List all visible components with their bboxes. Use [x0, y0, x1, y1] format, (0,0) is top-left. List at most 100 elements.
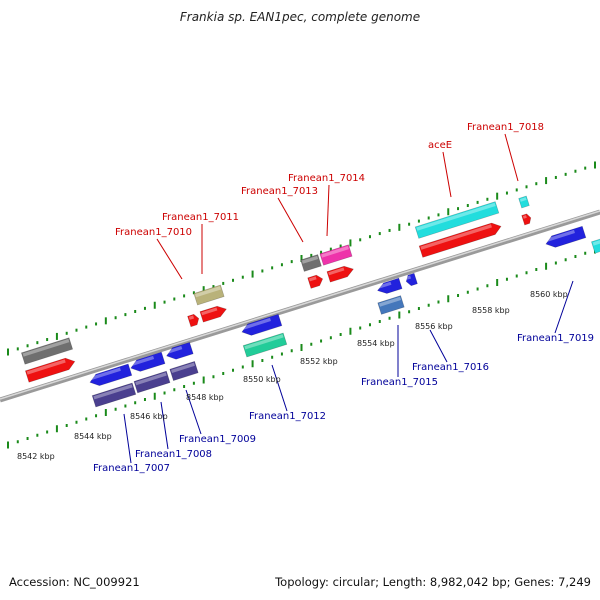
gene-box-steel-7015[interactable]: [377, 295, 405, 315]
gene-box-pink-7014[interactable]: [319, 244, 353, 266]
gene-arrow-red-acee-shape: [418, 222, 502, 258]
gene-box-cyan-7018[interactable]: [518, 195, 530, 209]
gene-box-purple-7008[interactable]: [133, 370, 171, 394]
gene-arrow-blue-7012-shine: [241, 317, 271, 331]
gene-box-purple-7009-shine: [171, 362, 195, 374]
label-leader-lines: [123, 133, 574, 464]
gene-label-franean1-7011[interactable]: Franean1_7011: [162, 212, 239, 223]
gene-arrow-red-1-shine: [26, 359, 66, 375]
gene-box-khaki-7011-shine: [195, 286, 221, 298]
gene-arrow-blue-7016[interactable]: [405, 272, 418, 287]
leader-line-7: [160, 401, 169, 450]
gene-arrow-red-7014-shape: [326, 265, 354, 283]
backbone-line: [0, 209, 600, 403]
gene-arrow-red-7010-shape: [187, 313, 200, 328]
leader-line-12: [554, 280, 574, 334]
gene-box-purple-7009[interactable]: [169, 360, 199, 382]
gene-arrow-red-1[interactable]: [24, 356, 76, 383]
gene-arrow-red-7010-shine: [188, 315, 195, 320]
leader-line-6: [123, 413, 132, 464]
gene-arrow-blue-7015a-shape: [377, 277, 403, 294]
gene-label-franean1-7013[interactable]: Franean1_7013: [241, 186, 318, 197]
gene-label-acee[interactable]: aceE: [428, 140, 452, 151]
gene-label-franean1-7010[interactable]: Franean1_7010: [115, 227, 192, 238]
gene-box-cyan-edge-shape: [591, 238, 600, 254]
gene-box-cyan-acee[interactable]: [414, 201, 500, 239]
gene-box-purple-7009-shape: [169, 360, 199, 382]
gene-arrow-blue-7007b-shape: [130, 351, 166, 372]
gene-box-purple-7007[interactable]: [91, 382, 137, 408]
gene-arrow-red-acee-shine: [420, 224, 492, 250]
leader-line-8: [185, 389, 202, 435]
gene-box-khaki-7011[interactable]: [193, 284, 225, 306]
gene-box-pink-7014-shine: [321, 246, 349, 258]
scale-label-8544: 8544 kbp: [74, 432, 112, 441]
gene-label-franean1-7012[interactable]: Franean1_7012: [249, 411, 326, 422]
gene-box-green-7012[interactable]: [242, 332, 288, 358]
gene-arrow-blue-7012[interactable]: [240, 313, 283, 338]
leader-line-11: [429, 329, 448, 363]
gene-box-cyan-acee-shape: [414, 201, 500, 239]
gene-box-grey-1-shape: [20, 337, 74, 365]
gene-label-franean1-7018[interactable]: Franean1_7018: [467, 122, 544, 133]
gene-label-franean1-7014[interactable]: Franean1_7014: [288, 173, 365, 184]
gene-arrow-blue-7016-shape: [405, 272, 418, 287]
gene-arrow-blue-7019[interactable]: [544, 225, 587, 250]
gene-arrow-blue-7016-shine: [405, 275, 412, 280]
gene-arrow-blue-7007b[interactable]: [129, 351, 166, 374]
gene-arrow-blue-7012-shape: [241, 313, 283, 336]
gene-arrow-red-7013[interactable]: [307, 274, 325, 289]
gene-box-khaki-7011-shape: [193, 284, 225, 306]
gene-arrow-red-7011[interactable]: [199, 304, 228, 323]
gene-label-franean1-7015[interactable]: Franean1_7015: [361, 377, 438, 388]
gene-box-steel-7015-shine: [379, 296, 401, 307]
gene-label-franean1-7007[interactable]: Franean1_7007: [93, 463, 170, 474]
gene-arrow-blue-7019-shine: [545, 229, 575, 243]
leader-line-3: [326, 184, 330, 237]
gene-arrow-blue-7007a[interactable]: [88, 363, 133, 388]
gene-features[interactable]: [20, 195, 600, 408]
gene-box-green-7012-shine: [244, 334, 284, 350]
gene-arrow-red-7011-shape: [199, 305, 227, 323]
gene-box-cyan-edge-shine: [592, 240, 600, 246]
gene-box-grey-7013[interactable]: [300, 254, 322, 272]
gene-arrow-red-7010[interactable]: [187, 313, 201, 328]
scale-label-8552: 8552 kbp: [300, 357, 338, 366]
gene-label-franean1-7009[interactable]: Franean1_7009: [179, 434, 256, 445]
gene-box-cyan-acee-shine: [416, 202, 496, 231]
gene-arrow-blue-7008a-shape: [166, 341, 194, 360]
gene-box-cyan-edge[interactable]: [591, 238, 600, 254]
scale-label-8542: 8542 kbp: [17, 452, 55, 461]
gene-box-pink-7014-shape: [319, 244, 353, 266]
gene-arrow-red-7011-shine: [201, 307, 218, 316]
gene-box-grey-1[interactable]: [20, 337, 74, 365]
gene-arrow-red-7018[interactable]: [521, 213, 533, 226]
gene-arrow-red-acee[interactable]: [418, 221, 503, 258]
gene-label-franean1-7008[interactable]: Franean1_7008: [135, 449, 212, 460]
gene-arrow-red-7014[interactable]: [326, 264, 355, 283]
gene-arrow-red-7014-shine: [328, 267, 345, 276]
gene-arrow-blue-7007a-shape: [89, 363, 133, 386]
gene-label-franean1-7016[interactable]: Franean1_7016: [412, 362, 489, 373]
gene-arrow-blue-7019-shape: [545, 225, 587, 248]
gene-arrow-blue-7008a[interactable]: [165, 341, 194, 361]
gene-arrow-blue-7007a-shine: [89, 367, 121, 381]
scale-label-8548: 8548 kbp: [186, 393, 224, 402]
gene-arrow-blue-7015a-shine: [377, 281, 392, 289]
gene-box-purple-7007-shape: [91, 382, 137, 408]
gene-arrow-red-7013-shape: [307, 274, 324, 289]
gene-arrow-blue-7015a[interactable]: [376, 277, 403, 296]
leader-line-5: [504, 133, 519, 182]
genome-title: Frankia sp. EAN1pec, complete genome: [179, 10, 421, 24]
leader-line-2: [277, 197, 304, 243]
gene-arrow-red-1-shape: [24, 357, 76, 383]
gene-box-grey-1-shine: [22, 338, 70, 357]
scale-label-8550: 8550 kbp: [243, 375, 281, 384]
accession-text: Accession: NC_009921: [9, 575, 140, 589]
gene-box-purple-7008-shine: [135, 372, 167, 386]
scale-label-8554: 8554 kbp: [357, 339, 395, 348]
scale-label-8546: 8546 kbp: [130, 412, 168, 421]
gene-label-franean1-7019[interactable]: Franean1_7019: [517, 333, 594, 344]
leader-line-0: [156, 238, 183, 280]
